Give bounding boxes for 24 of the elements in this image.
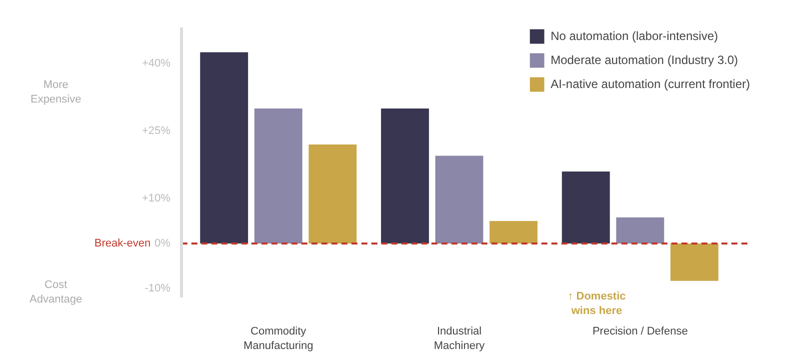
bar [435,156,484,244]
x-tick-label: Precision / Defense [592,326,688,338]
annotation: ↑ Domestic wins here [568,290,626,317]
bar [200,52,248,244]
legend-label: No automation (labor-intensive) [550,29,718,43]
text: Cost Advantage [30,278,82,306]
x-tick-label: Commodity Manufacturing [244,326,314,352]
ref-line-label: Break-even [94,238,151,250]
bar [490,221,538,244]
y-tick-label: +25% [142,125,171,137]
y-tick-label: +40% [142,58,171,70]
y-tick-label: +10% [142,192,171,204]
bar [254,108,302,244]
bar [381,108,429,244]
legend-label: Moderate automation (Industry 3.0) [550,53,738,67]
text: More Expensive [30,79,82,106]
legend-label: AI-native automation (current frontier) [550,77,750,91]
bar [670,244,718,281]
bar [308,144,357,244]
y-tick-label: -10% [144,282,171,294]
bar [562,172,610,244]
bar [616,217,664,244]
y-tick-label: 0% [154,238,171,250]
x-tick-label: Industrial Machinery [434,326,486,352]
